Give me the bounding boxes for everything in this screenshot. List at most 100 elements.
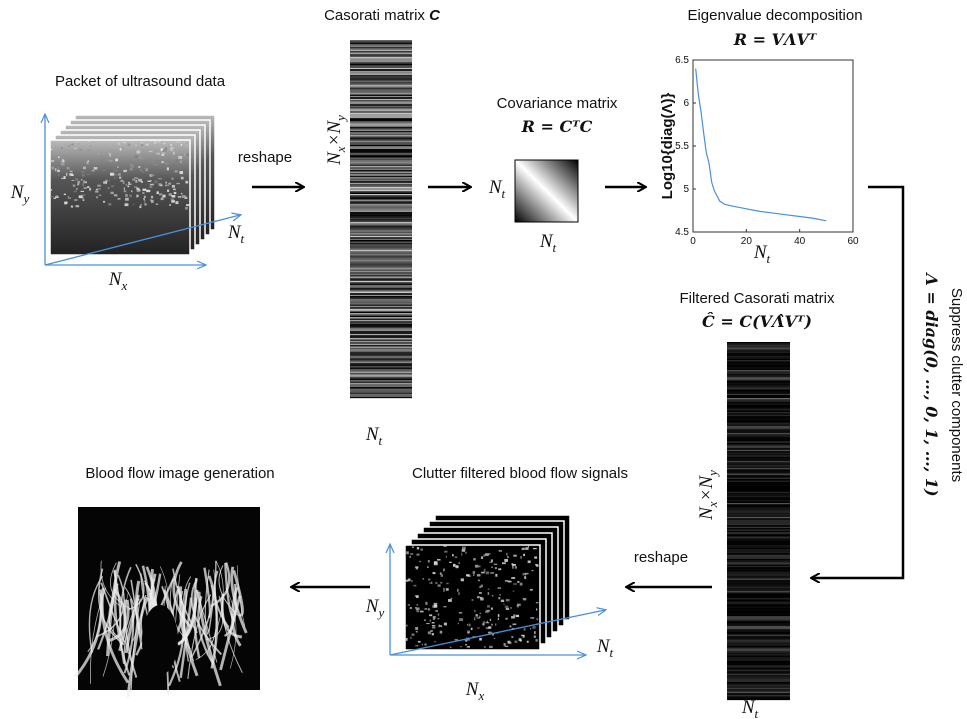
speckle [406, 551, 409, 555]
speckle [440, 625, 443, 627]
matrix-row [350, 199, 412, 201]
speckle [70, 205, 74, 208]
speckle [490, 607, 493, 610]
matrix-row [727, 371, 790, 373]
speckle [131, 140, 133, 144]
speckle [410, 553, 414, 555]
matrix-row [350, 181, 412, 183]
speckle [411, 633, 415, 636]
matrix-row [727, 483, 790, 485]
speckle [429, 619, 432, 622]
matrix-row [350, 56, 412, 58]
speckle [482, 623, 485, 626]
speckle [185, 180, 189, 184]
speckle [487, 605, 490, 608]
matrix-row [350, 289, 412, 291]
speckle [405, 579, 409, 582]
speckle [445, 588, 449, 591]
vessel [74, 589, 103, 678]
speckle [504, 559, 508, 562]
speckle [434, 605, 438, 608]
speckle [139, 142, 144, 144]
speckle [514, 640, 518, 643]
speckle [529, 589, 533, 591]
speckle [477, 596, 480, 599]
matrix-row [350, 222, 412, 224]
label-part: y [21, 191, 29, 206]
matrix-row [350, 163, 412, 165]
vessel [207, 575, 219, 669]
matrix-row [727, 451, 790, 453]
speckle [165, 181, 167, 184]
matrix-row [727, 417, 790, 419]
speckle [119, 176, 122, 179]
matrix-row [727, 406, 790, 408]
matrix-row [727, 392, 790, 394]
speckle [112, 173, 115, 176]
matrix-row [727, 585, 790, 587]
speckle [53, 197, 56, 199]
speckle [416, 595, 419, 598]
speckle [427, 560, 430, 563]
speckle [479, 616, 481, 618]
matrix-row [350, 374, 412, 376]
matrix-row [350, 143, 412, 145]
speckle [513, 583, 517, 585]
speckle [510, 641, 512, 645]
matrix-row [350, 308, 412, 310]
speckle [162, 194, 166, 198]
speckle [91, 169, 95, 172]
speckle [518, 638, 522, 641]
matrix-row [350, 265, 412, 267]
label-part: ×N [324, 120, 345, 147]
matrix-row [350, 317, 412, 319]
matrix-row [727, 631, 790, 633]
matrix-row [350, 79, 412, 81]
speckle [62, 159, 65, 162]
speckle [522, 572, 527, 576]
matrix-row [350, 296, 412, 298]
speckle [432, 616, 436, 619]
matrix-row [727, 671, 790, 673]
speckle [73, 147, 77, 149]
matrix-row [727, 407, 790, 409]
matrix-row [727, 378, 790, 380]
speckle [504, 645, 509, 647]
matrix-row [727, 552, 790, 554]
speckle [73, 190, 77, 193]
matrix-row [350, 341, 412, 343]
speckle [165, 184, 170, 187]
matrix-row [727, 573, 790, 575]
matrix-row [350, 395, 412, 397]
y-axis-label: Log10{diag(Λ)} [659, 93, 676, 200]
speckle [145, 143, 149, 146]
matrix-row [350, 349, 412, 351]
speckle [122, 146, 124, 150]
vessel [219, 595, 242, 671]
speckle [147, 180, 151, 182]
matrix-row [350, 315, 412, 317]
speckle [135, 179, 138, 183]
speckle [464, 644, 468, 646]
matrix-row [350, 362, 412, 364]
matrix-row [727, 510, 790, 512]
matrix-row [350, 300, 412, 302]
speckle [60, 160, 63, 163]
vessel [100, 560, 122, 608]
matrix-row [727, 468, 790, 470]
matrix-row [727, 413, 790, 415]
speckle [103, 181, 108, 184]
speckle [476, 574, 481, 577]
matrix-row [350, 175, 412, 177]
speckle [446, 582, 449, 585]
matrix-row [350, 378, 412, 380]
matrix-row [350, 189, 412, 191]
speckle [415, 566, 419, 570]
matrix-row [727, 545, 790, 547]
matrix-row [727, 620, 790, 622]
matrix-row [727, 633, 790, 635]
matrix-row [350, 334, 412, 336]
matrix-row [350, 366, 412, 368]
speckle [467, 638, 471, 641]
matrix-row [727, 617, 790, 619]
